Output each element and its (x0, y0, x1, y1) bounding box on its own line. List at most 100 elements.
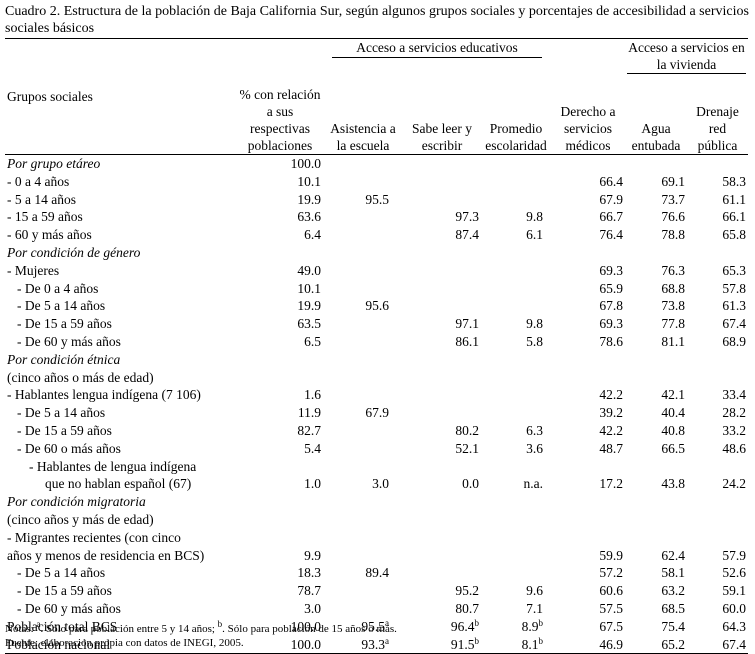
asistencia-cell (323, 244, 403, 262)
promedio-cell (481, 458, 551, 476)
asistencia-cell (323, 547, 403, 565)
promedio-cell (481, 386, 551, 404)
header-drenaje-red-publica: Drenaje red pública (687, 103, 748, 155)
agua-cell (625, 511, 687, 529)
table-row: - De 60 y más años 6.5 86.1 5.8 78.6 81.1 68.9 (5, 333, 748, 351)
table-row: - De 60 o más años 5.4 52.1 3.6 48.7 66.5 48.6 (5, 440, 748, 458)
table-row: - Hablantes de lengua indígena (5, 458, 748, 476)
row-label: - 60 y más años (7, 227, 92, 243)
sabe-leer-cell (403, 386, 481, 404)
agua-cell: 77.8 (661, 316, 685, 332)
sabe-leer-cell (403, 297, 481, 315)
agua-cell: 68.5 (661, 600, 685, 616)
table-row: Población nacional 100.0 93.3a 91.5b 8.1b 46.… (5, 635, 748, 654)
asistencia-cell (323, 386, 403, 404)
drenaje-cell (687, 529, 748, 547)
drenaje-cell (687, 458, 748, 476)
pct-cell: 3.0 (304, 600, 321, 616)
row-label: - 0 a 4 años (7, 173, 70, 189)
row-label: - De 15 a 59 años (17, 422, 112, 438)
asistencia-cell (323, 333, 403, 351)
pct-cell: 1.0 (304, 476, 321, 492)
derecho-cell: 59.9 (599, 547, 623, 563)
table-row: Por condición de género (5, 244, 748, 262)
row-label: - De 60 y más años (17, 333, 121, 349)
pct-cell: 100.0 (290, 618, 321, 634)
footnote-marker: b (474, 635, 480, 646)
row-label: que no hablan español (67) (45, 476, 192, 492)
drenaje-cell (687, 351, 748, 369)
drenaje-cell (687, 369, 748, 387)
table-row: - De 15 a 59 años 82.7 80.2 6.3 42.2 40.8 33.2 (5, 422, 748, 440)
sabe-leer-cell (403, 262, 481, 280)
derecho-cell (551, 493, 625, 511)
table-row: (cinco años o más de edad) (5, 369, 748, 387)
row-label: - De 0 a 4 años (17, 280, 99, 296)
sabe-leer-cell: 87.4 (455, 227, 479, 243)
promedio-cell: n.a. (523, 476, 544, 492)
asistencia-cell (323, 582, 403, 600)
drenaje-cell: 60.0 (722, 600, 746, 616)
promedio-cell: 6.3 (526, 422, 543, 438)
agua-cell: 58.1 (661, 565, 685, 581)
table-row: - 15 a 59 años 63.6 97.3 9.8 66.7 76.6 66.1 (5, 208, 748, 226)
pct-cell (237, 351, 323, 369)
sabe-leer-cell (403, 564, 481, 582)
asistencia-cell (323, 351, 403, 369)
table-row: - De 5 a 14 años 11.9 67.9 39.2 40.4 28.2 (5, 404, 748, 422)
table-row: - 60 y más años 6.4 87.4 6.1 76.4 78.8 65.8 (5, 226, 748, 244)
sabe-leer-cell (403, 155, 481, 173)
drenaje-cell: 57.9 (722, 547, 746, 563)
drenaje-cell: 65.8 (722, 227, 746, 243)
row-label: Por condición migratoria (7, 494, 146, 510)
derecho-cell: 66.4 (599, 173, 623, 189)
header-grupos-sociales: Grupos sociales (5, 38, 237, 155)
promedio-cell: 9.6 (526, 583, 543, 599)
footnote-marker: b (538, 635, 544, 646)
sabe-leer-cell: 95.2 (455, 583, 479, 599)
notes-line: Notas: a. Sólo para población entre 5 y … (5, 619, 397, 636)
drenaje-cell: 59.1 (722, 583, 746, 599)
sabe-leer-cell: 86.1 (455, 333, 479, 349)
pct-cell: 82.7 (297, 422, 321, 438)
drenaje-cell: 64.3 (722, 618, 746, 634)
header-asistencia-escuela: Asistencia a la escuela (323, 103, 403, 155)
row-label: - De 60 y más años (17, 600, 121, 616)
pct-cell: 49.0 (297, 262, 321, 278)
asistencia-cell (323, 208, 403, 226)
table-row: - Mujeres 49.0 69.3 76.3 65.3 (5, 262, 748, 280)
header-promedio-escolaridad: Promedio escolaridad (481, 103, 551, 155)
pct-cell (237, 244, 323, 262)
asistencia-cell: 95.6 (365, 298, 389, 314)
footnote-marker: b (474, 617, 480, 628)
table-row: - De 5 a 14 años 19.9 95.6 67.8 73.8 61.3 (5, 297, 748, 315)
agua-cell: 40.8 (661, 422, 685, 438)
pct-cell: 6.4 (304, 227, 321, 243)
agua-cell: 66.5 (661, 440, 685, 456)
row-label: (cinco años y más de edad) (7, 511, 154, 527)
agua-cell (625, 458, 687, 476)
asistencia-cell (323, 529, 403, 547)
agua-cell: 73.7 (661, 191, 685, 207)
pct-cell: 10.1 (297, 280, 321, 296)
promedio-cell (481, 191, 551, 209)
pct-cell (237, 511, 323, 529)
row-label: - De 60 o más años (17, 440, 121, 456)
pct-cell: 100.0 (290, 156, 321, 171)
row-label: (cinco años o más de edad) (7, 369, 154, 385)
row-label: - Hablantes lengua indígena (7 106) (7, 387, 201, 403)
drenaje-cell: 33.4 (722, 387, 746, 403)
asistencia-cell (323, 600, 403, 618)
table-row: - De 15 a 59 años 78.7 95.2 9.6 60.6 63.2 59.1 (5, 582, 748, 600)
drenaje-cell (687, 155, 748, 173)
table-body: Por grupo etáreo 100.0 - 0 a 4 años 10.1 66.… (5, 155, 748, 654)
footnote-marker: a (385, 635, 389, 646)
asistencia-cell (323, 315, 403, 333)
derecho-cell (551, 155, 625, 173)
table-row: - 0 a 4 años 10.1 66.4 69.1 58.3 (5, 173, 748, 191)
drenaje-cell: 28.2 (722, 405, 746, 421)
derecho-cell (551, 529, 625, 547)
data-table: Grupos sociales % con relación a sus res… (5, 38, 748, 654)
table-row: (cinco años y más de edad) (5, 511, 748, 529)
row-label: - Hablantes de lengua indígena (29, 458, 197, 474)
